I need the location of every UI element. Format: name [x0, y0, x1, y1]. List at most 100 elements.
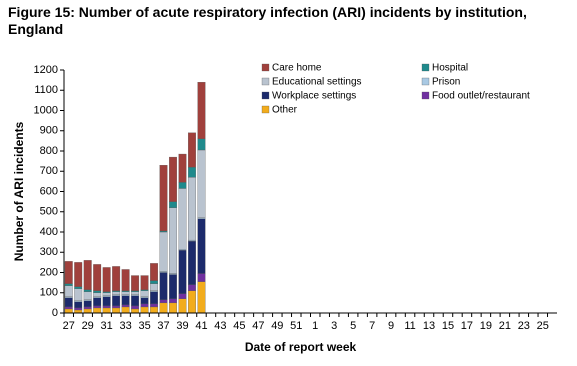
bar-segment	[140, 296, 149, 298]
y-tick-label: 600	[40, 185, 58, 197]
y-tick-label: 700	[40, 165, 58, 177]
y-tick-label: 500	[40, 206, 58, 218]
bar-segment	[74, 300, 83, 303]
bar-segment	[188, 290, 196, 314]
x-tick-label: 19	[480, 320, 492, 332]
bar-segment	[112, 291, 121, 295]
bar-segment	[83, 260, 92, 290]
y-tick-label: 200	[40, 266, 58, 278]
bar-segment	[197, 138, 206, 151]
bar-segment	[102, 295, 111, 297]
bar-segment	[121, 304, 130, 308]
bar-segment	[64, 296, 73, 298]
bar-segment	[112, 295, 121, 307]
bar-segment	[197, 218, 206, 274]
x-tick-label: 33	[120, 320, 132, 332]
bar-segment	[188, 132, 196, 168]
bar-segment	[112, 305, 121, 309]
legend-swatch	[261, 77, 270, 86]
bar-segment	[188, 167, 196, 178]
bar-segment	[178, 188, 187, 250]
bar-segment	[93, 305, 102, 309]
legend-label: Educational settings	[272, 77, 362, 88]
bar-segment	[102, 292, 111, 296]
x-tick-label: 21	[499, 320, 511, 332]
bar-segment	[112, 307, 121, 314]
bar-segment	[131, 295, 140, 307]
bar-segment	[178, 182, 187, 189]
bar-segment	[64, 308, 73, 314]
bar-segment	[74, 288, 83, 302]
bar-segment	[131, 290, 140, 292]
bar-segment	[169, 201, 177, 208]
y-tick-label: 1200	[34, 64, 58, 76]
x-tick-label: 47	[252, 320, 264, 332]
x-tick-label: 51	[290, 320, 302, 332]
bar-segment	[121, 295, 130, 306]
bar-segment	[169, 274, 177, 299]
bar-segment	[159, 165, 168, 232]
y-tick-label: 900	[40, 125, 58, 137]
bar-segment	[197, 281, 206, 314]
bar-segment	[121, 269, 130, 291]
chart-title: Figure 15: Number of acute respiratory i…	[8, 4, 527, 37]
bar-segment	[150, 263, 159, 281]
bar-segment	[197, 217, 206, 219]
legend-swatch	[261, 63, 270, 72]
bar-segment	[83, 306, 92, 310]
legend-swatch	[421, 63, 430, 72]
legend-swatch	[421, 77, 430, 86]
x-tick-label: 5	[350, 320, 356, 332]
bar-segment	[159, 302, 168, 314]
legend-label: Workplace settings	[272, 91, 356, 102]
bar-segment	[178, 293, 187, 299]
legend-swatch	[421, 91, 430, 100]
bar-segment	[121, 290, 130, 292]
bar-segment	[121, 294, 130, 296]
y-tick-label: 1000	[34, 104, 58, 116]
bar-segment	[83, 289, 92, 292]
bar-segment	[112, 290, 121, 292]
x-tick-label: 29	[82, 320, 94, 332]
bar-segment	[159, 271, 168, 273]
bar-segment	[169, 302, 177, 314]
bar-segment	[102, 296, 111, 307]
bar-segment	[102, 291, 111, 293]
x-tick-label: 39	[176, 320, 188, 332]
x-tick-label: 31	[101, 320, 113, 332]
x-tick-label: 45	[233, 320, 245, 332]
bar-segment	[169, 207, 177, 274]
x-tick-label: 15	[442, 320, 454, 332]
bar-segment	[169, 273, 177, 275]
bar-segment	[150, 306, 159, 314]
legend-label: Hospital	[432, 63, 468, 74]
bar-segment	[178, 153, 187, 183]
legend-swatch	[261, 105, 270, 114]
y-tick-label: 1100	[34, 84, 58, 96]
x-tick-label: 17	[461, 320, 473, 332]
bar-segment	[150, 291, 159, 305]
x-tick-label: 35	[138, 320, 150, 332]
x-tick-label: 37	[157, 320, 169, 332]
bar-segment	[140, 303, 149, 308]
bar-segment	[150, 290, 159, 292]
bar-segment	[197, 82, 206, 140]
y-tick-label: 0	[52, 307, 58, 319]
bar-segment	[112, 294, 121, 296]
bar-segment	[178, 250, 187, 294]
x-tick-label: 13	[423, 320, 435, 332]
bar-segment	[74, 307, 83, 311]
x-tick-label: 27	[63, 320, 75, 332]
y-tick-label: 800	[40, 145, 58, 157]
bar-segment	[64, 306, 73, 310]
bar-segment	[131, 291, 140, 295]
bar-segment	[140, 297, 149, 305]
x-tick-label: 7	[369, 320, 375, 332]
bar-segment	[83, 308, 92, 314]
bar-segment	[102, 307, 111, 314]
bar-segment	[178, 249, 187, 251]
bar-segment	[131, 294, 140, 296]
y-tick-label: 100	[40, 287, 58, 299]
bar-segment	[121, 291, 130, 295]
